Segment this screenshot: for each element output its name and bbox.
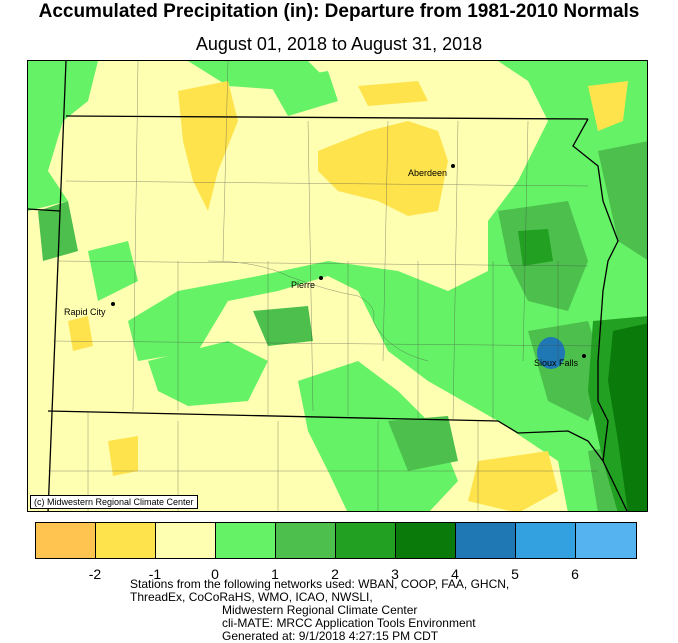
sioux-falls-marker — [582, 354, 586, 358]
legend-tick: -2 — [88, 566, 102, 582]
footer-notes: Stations from the following networks use… — [130, 578, 570, 643]
county-boundaries — [48, 61, 599, 511]
legend-swatch — [576, 523, 636, 558]
map-subtitle: August 01, 2018 to August 31, 2018 — [195, 34, 483, 54]
legend-swatch — [96, 523, 156, 558]
pierre-marker — [319, 276, 323, 280]
legend-tick: -1 — [148, 566, 162, 582]
legend-swatch — [456, 523, 516, 558]
map-title: Accumulated Precipitation (in): Departur… — [38, 1, 640, 22]
legend-swatch — [336, 523, 396, 558]
aberdeen-marker — [451, 164, 455, 168]
zone-3-to-4 — [608, 323, 647, 511]
footer-line: ThreadEx, CoCoRaHS, WMO, ICAO, NWSLI, — [130, 590, 373, 604]
sioux-falls-label: Sioux Falls — [534, 358, 579, 368]
state-boundaries — [28, 61, 628, 511]
rapid-city-label: Rapid City — [64, 307, 106, 317]
legend-tick: 1 — [271, 566, 279, 582]
footer-line: Stations from the following networks use… — [130, 577, 510, 591]
legend-tick: 0 — [211, 566, 219, 582]
pierre-label: Pierre — [291, 280, 316, 290]
zone-minus1-to-0 — [68, 81, 628, 511]
legend-tick: 4 — [451, 566, 459, 582]
legend-tick: 2 — [331, 566, 339, 582]
footer-line: Midwestern Regional Climate Center — [222, 603, 418, 617]
legend-swatch — [216, 523, 276, 558]
aberdeen-label: Aberdeen — [408, 168, 448, 178]
legend-swatch — [516, 523, 576, 558]
legend-swatch — [276, 523, 336, 558]
map-graphic — [28, 61, 647, 511]
copyright-credit: (c) Midwestern Regional Climate Center — [30, 495, 198, 509]
color-legend — [35, 522, 637, 559]
precipitation-map: Aberdeen Pierre Rapid City Sioux Falls (… — [27, 60, 648, 512]
legend-tick: 3 — [391, 566, 399, 582]
legend-swatch — [36, 523, 96, 558]
legend-swatch — [156, 523, 216, 558]
legend-swatch — [396, 523, 456, 558]
footer-line: Generated at: 9/1/2018 4:27:15 PM CDT — [222, 629, 439, 643]
legend-tick: 6 — [571, 566, 579, 582]
legend-tick: 5 — [511, 566, 519, 582]
footer-line: cli-MATE: MRCC Application Tools Environ… — [222, 616, 476, 630]
rapid-city-marker — [111, 302, 115, 306]
